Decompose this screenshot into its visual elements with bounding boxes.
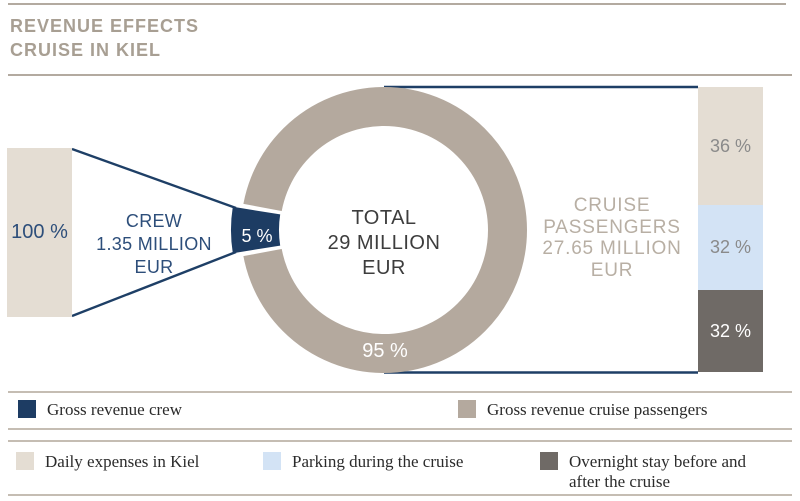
legend-divider-1 — [8, 391, 792, 393]
crew-bar-percent-label: 100 % — [11, 221, 68, 243]
page-title: REVENUE EFFECTS CRUISE IN KIEL — [10, 14, 199, 62]
legend-item-gross-revenue-passengers: Gross revenue cruise passengers — [458, 400, 707, 420]
segment-parking: 32 % — [698, 205, 763, 290]
legend-item-gross-revenue-crew: Gross revenue crew — [18, 400, 182, 420]
segment-daily-expenses: 36 % — [698, 87, 763, 205]
legend-label: Daily expenses in Kiel — [45, 452, 200, 471]
passengers-label: CRUISE PASSENGERS 27.65 MILLION EUR — [512, 195, 712, 281]
passengers-label-line4: EUR — [590, 259, 634, 281]
legend-item-daily-expenses: Daily expenses in Kiel — [16, 452, 199, 472]
top-divider — [8, 3, 786, 5]
segment-overnight-stay: 32 % — [698, 290, 763, 372]
crew-label-line1: CREW — [125, 211, 183, 231]
donut-center-label: TOTAL 29 MILLION EUR — [304, 206, 464, 281]
page-title-line2: CRUISE IN KIEL — [10, 40, 162, 60]
segment-daily-expenses-percent: 36 % — [709, 135, 752, 156]
crew-label-line2: 1.35 MILLION — [96, 234, 212, 254]
crew-label: CREW 1.35 MILLION EUR — [75, 210, 233, 279]
legend-item-parking: Parking during the cruise — [263, 452, 463, 472]
legend-label: Gross revenue cruise passengers — [487, 400, 708, 419]
legend-swatch-navy — [18, 400, 36, 418]
passengers-ring-percent-label: 95 % — [362, 339, 408, 362]
legend-divider-3 — [8, 440, 792, 442]
segment-parking-percent: 32 % — [709, 237, 752, 257]
legend-label: Gross revenue crew — [47, 400, 182, 419]
total-value: 29 MILLION — [327, 232, 441, 254]
passengers-label-line2: PASSENGERS — [543, 216, 681, 238]
donut-crew-wedge — [230, 206, 281, 254]
passengers-label-line3: 27.65 MILLION — [542, 238, 682, 259]
legend-swatch-beige — [16, 452, 34, 470]
legend-swatch-tan — [458, 400, 476, 418]
segment-overnight-stay-percent: 32 % — [709, 320, 752, 341]
crew-top-connector-line — [71, 147, 237, 210]
total-currency: EUR — [362, 257, 406, 279]
passenger-breakdown-bar: 36 % 32 % 32 % — [698, 87, 763, 372]
page-title-line1: REVENUE EFFECTS — [10, 16, 200, 36]
crew-bottom-connector-line — [71, 250, 237, 318]
legend-label: Overnight stay before and after the crui… — [569, 452, 747, 491]
legend-divider-4 — [8, 494, 792, 496]
crew-source-bar: 100 % — [7, 148, 72, 317]
crew-label-line3: EUR — [134, 257, 174, 277]
legend-swatch-light-blue — [263, 452, 281, 470]
title-divider — [8, 74, 792, 76]
legend-swatch-dark-gray — [540, 452, 558, 470]
passengers-label-line1: CRUISE — [573, 195, 651, 216]
legend-divider-2 — [8, 428, 792, 430]
legend-label: Parking during the cruise — [292, 452, 464, 471]
legend-item-overnight-stay: Overnight stay before and after the crui… — [540, 452, 769, 492]
total-label: TOTAL — [351, 207, 417, 229]
crew-wedge-percent-label: 5 % — [241, 225, 273, 246]
